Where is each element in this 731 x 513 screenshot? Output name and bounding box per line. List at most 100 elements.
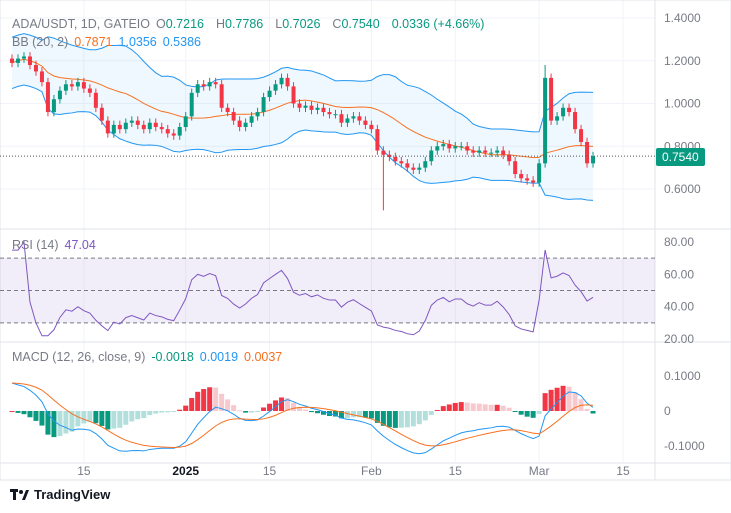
macd-histogram-bar xyxy=(165,411,171,413)
macd-legend: MACD (12, 26, close, 9) -0.0018 0.0019 0.00… xyxy=(12,350,288,364)
close-value: C0.7540 xyxy=(332,17,385,31)
bb-label: BB (20, 2) xyxy=(12,35,69,49)
macd-histogram-bar xyxy=(261,407,267,411)
candle-body xyxy=(15,58,20,63)
candle-body xyxy=(225,107,230,113)
macd-histogram-bar xyxy=(231,405,237,411)
macd-histogram-bar xyxy=(279,397,285,411)
rsi-tick-label: 60.00 xyxy=(664,267,694,281)
macd-histogram-bar xyxy=(201,389,207,411)
candle-body xyxy=(255,112,260,117)
macd-histogram-bar xyxy=(446,404,452,411)
candle-body xyxy=(129,120,134,123)
macd-histogram-bar xyxy=(584,408,590,411)
macd-histogram-bar xyxy=(135,411,141,420)
macd-histogram-bar xyxy=(560,385,566,411)
macd-histogram-bar xyxy=(524,411,530,417)
macd-tick-label: 0 xyxy=(664,404,671,418)
candle-body xyxy=(111,124,116,134)
candle-body xyxy=(183,116,188,128)
ohlc-legend: ADA/USDT, 1D, GATEIO O0.7216 H0.7786 L0.702… xyxy=(12,17,490,31)
open-value: O0.7216 xyxy=(156,17,210,31)
macd-histogram-bar xyxy=(39,411,45,426)
macd-histogram-bar xyxy=(500,405,506,411)
macd-histogram-bar xyxy=(476,403,482,411)
candle-body xyxy=(93,92,98,108)
candle-body xyxy=(357,116,362,121)
macd-histogram-bar xyxy=(309,411,314,413)
macd-histogram-bar xyxy=(21,411,27,415)
candle-body xyxy=(441,144,446,147)
macd-histogram-bar xyxy=(297,407,303,411)
low-number: 0.7026 xyxy=(282,17,321,31)
macd-hist-value: -0.0018 xyxy=(151,350,194,364)
macd-histogram-bar xyxy=(183,405,189,411)
bb-fill xyxy=(12,33,594,201)
open-label: O xyxy=(156,17,166,31)
candle-body xyxy=(585,141,590,164)
candle-body xyxy=(375,129,380,151)
macd-histogram-bar xyxy=(303,409,309,411)
macd-signal-line xyxy=(11,382,594,448)
candle-body xyxy=(369,124,374,130)
candle-body xyxy=(519,174,524,179)
candle-body xyxy=(267,90,272,98)
macd-histogram-bar xyxy=(177,409,183,411)
candle-body xyxy=(303,105,308,108)
macd-histogram-bar xyxy=(548,389,554,411)
macd-histogram-bar xyxy=(93,411,99,424)
rsi-line xyxy=(12,240,594,337)
candle-body xyxy=(201,84,206,87)
tradingview-logo[interactable]: TradingView xyxy=(10,487,110,502)
last-price-tag: 0.7540 xyxy=(656,148,705,166)
macd-histogram-bar xyxy=(518,411,524,415)
candle-body xyxy=(591,156,596,164)
macd-histogram-bar xyxy=(416,411,422,425)
candle-body xyxy=(213,82,218,85)
low-label: L xyxy=(275,17,283,31)
candle-body xyxy=(291,86,296,104)
bb-upper: 1.0356 xyxy=(118,35,157,49)
high-number: 0.7786 xyxy=(225,17,264,31)
rsi-tick-label: 20.00 xyxy=(664,332,694,346)
macd-histogram-bar xyxy=(207,387,213,411)
macd-signal-value: 0.0037 xyxy=(244,350,283,364)
close-number: 0.7540 xyxy=(341,17,380,31)
change-value: 0.0336 (+4.66%) xyxy=(391,17,485,31)
time-tick-label: 15 xyxy=(77,464,91,478)
macd-histogram-bar xyxy=(332,411,338,417)
macd-histogram-bar xyxy=(75,411,81,427)
candle-body xyxy=(549,77,554,121)
candle-body xyxy=(249,116,254,123)
candle-body xyxy=(207,82,212,87)
macd-histogram-bar xyxy=(314,411,320,414)
macd-histogram-bar xyxy=(123,411,129,425)
price-tick-label: 0.6000 xyxy=(664,182,701,196)
brand-name: TradingView xyxy=(34,487,111,502)
macd-histogram-bar xyxy=(392,411,398,428)
macd-label: MACD (12, 26, close, 9) xyxy=(12,350,146,364)
candle-body xyxy=(195,84,200,93)
candle-body xyxy=(489,152,494,154)
candle-body xyxy=(543,77,548,164)
macd-histogram-bar xyxy=(195,391,201,411)
candle-body xyxy=(381,150,386,155)
macd-histogram-bar xyxy=(512,411,518,412)
macd-histogram-bar xyxy=(129,411,135,422)
candle-body xyxy=(447,144,452,149)
candle-body xyxy=(339,114,344,123)
candle-body xyxy=(285,77,290,87)
low-value: L0.7026 xyxy=(275,17,326,31)
macd-histogram-bar xyxy=(362,411,368,418)
candle-body xyxy=(165,129,170,134)
macd-histogram-bar xyxy=(33,411,39,421)
macd-histogram-bar xyxy=(99,411,105,426)
macd-histogram-bar xyxy=(482,404,488,411)
price-tick-label: 1.4000 xyxy=(664,11,701,25)
macd-histogram-bar xyxy=(380,411,386,426)
macd-histogram-bar xyxy=(554,387,560,411)
candle-body xyxy=(477,150,482,153)
candle-body xyxy=(171,133,176,136)
macd-histogram-bar xyxy=(320,411,326,415)
